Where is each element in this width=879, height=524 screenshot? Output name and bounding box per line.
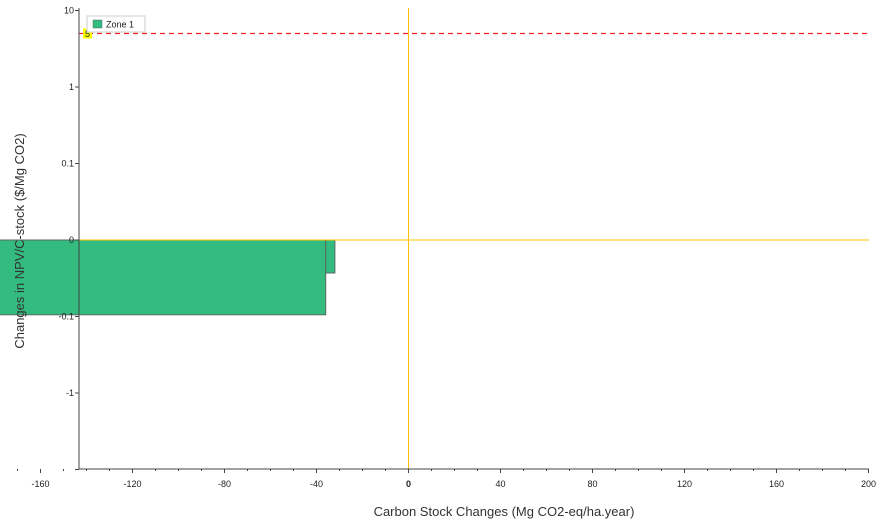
lines-layer	[79, 8, 869, 469]
x-tick-label: -40	[310, 479, 323, 489]
y-axis-title: Changes in NPV/C-stock ($/Mg CO2)	[12, 133, 27, 348]
bar	[0, 239, 327, 316]
x-tick-label: 120	[677, 479, 692, 489]
x-tick-label: -80	[218, 479, 231, 489]
x-tick-label: -120	[123, 479, 141, 489]
legend: Zone 1	[86, 15, 146, 33]
bar	[325, 239, 336, 274]
y-tick-label: -1	[66, 388, 74, 398]
y-tick-label: 10	[64, 6, 74, 16]
x-tick-label: 200	[861, 479, 876, 489]
y-tick-label: 0	[69, 235, 74, 245]
axes-layer	[17, 8, 869, 473]
y-tick-label: -0.1	[58, 312, 74, 322]
x-tick-label: -160	[31, 479, 49, 489]
legend-swatch	[92, 19, 103, 29]
legend-label: Zone 1	[106, 20, 134, 30]
y-tick-label: 0.1	[61, 159, 74, 169]
reference-tag-label: 5	[85, 29, 90, 39]
x-tick-label: 0	[406, 479, 411, 489]
x-axis-title: Carbon Stock Changes (Mg CO2-eq/ha.year)	[374, 504, 635, 519]
x-tick-label: 80	[587, 479, 597, 489]
labels-layer: 5385.31-320-280-240-200-160-120-80-40040…	[31, 6, 876, 490]
x-tick-label: 40	[495, 479, 505, 489]
reference-tag-box	[83, 28, 92, 39]
y-tick-label: 1	[69, 82, 74, 92]
bars-layer	[0, 239, 336, 316]
x-tick-label: 160	[769, 479, 784, 489]
